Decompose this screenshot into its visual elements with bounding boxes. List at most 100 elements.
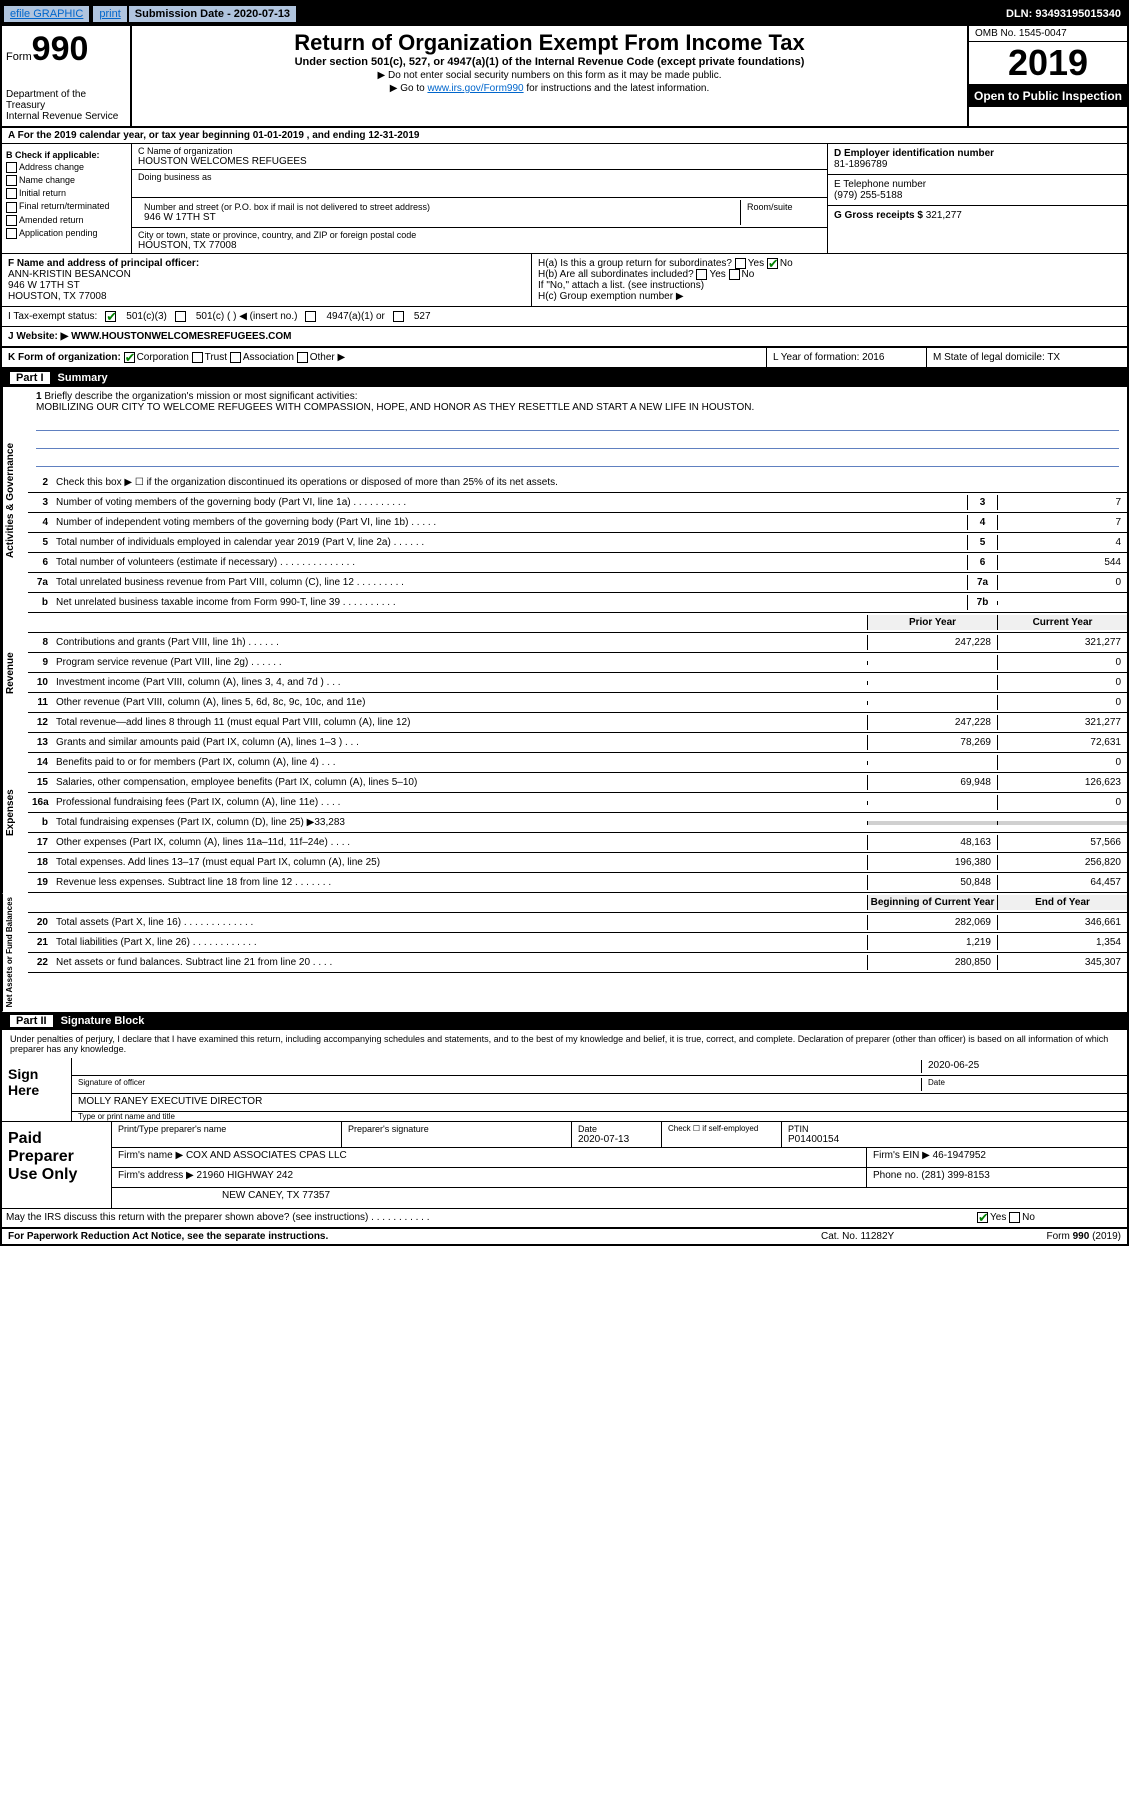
cb-name-change[interactable]: Name change [19,175,75,185]
prior-hdr: Prior Year [867,615,997,630]
open-public: Open to Public Inspection [969,85,1127,107]
cb-initial[interactable]: Initial return [19,188,66,198]
line-9: 9Program service revenue (Part VIII, lin… [28,653,1127,673]
form-container: efile GRAPHIC print Submission Date - 20… [0,0,1129,1246]
hb-no[interactable]: No [742,269,755,280]
line-13: 13Grants and similar amounts paid (Part … [28,733,1127,753]
ts-501c[interactable]: 501(c) ( ) ◀ (insert no.) [196,311,298,322]
room-label: Room/suite [747,202,815,212]
k-assoc[interactable]: Association [243,352,294,363]
type-label: Type or print name and title [72,1112,1127,1121]
firm-name: COX AND ASSOCIATES CPAS LLC [186,1150,347,1161]
city-label: City or town, state or province, country… [138,230,821,240]
cb-addr-change[interactable]: Address change [19,162,84,172]
cb-pending[interactable]: Application pending [19,228,98,238]
sig-officer-label: Signature of officer [78,1078,921,1091]
sig-name-title: MOLLY RANEY EXECUTIVE DIRECTOR [78,1096,1121,1109]
part2-header: Part II Signature Block [2,1012,1127,1030]
line-15: 15Salaries, other compensation, employee… [28,773,1127,793]
submission-date: Submission Date - 2020-07-13 [129,6,296,22]
line-20: 20Total assets (Part X, line 16) . . . .… [28,913,1127,933]
gross-label: G Gross receipts $ [834,210,923,221]
efile-link[interactable]: efile GRAPHIC [4,6,89,22]
end-hdr: End of Year [997,895,1127,910]
hb-label: H(b) Are all subordinates included? [538,269,694,280]
prep-check[interactable]: Check ☐ if self-employed [662,1122,782,1147]
form-org-row: K Form of organization: Corporation Trus… [2,348,1127,369]
right-col: D Employer identification number 81-1896… [827,144,1127,253]
line-6: 6Total number of volunteers (estimate if… [28,553,1127,573]
line-2: 2Check this box ▶ ☐ if the organization … [28,473,1127,493]
line-5: 5Total number of individuals employed in… [28,533,1127,553]
part1-num: Part I [10,372,50,384]
ptin: P01400154 [788,1134,1121,1145]
current-hdr: Current Year [997,615,1127,630]
k-corp[interactable]: Corporation [137,352,189,363]
sign-here-row: Sign Here 2020-06-25 Signature of office… [2,1058,1127,1122]
ts-501c3[interactable]: 501(c)(3) [126,311,167,322]
k-other[interactable]: Other ▶ [310,352,345,363]
addr-value: 946 W 17TH ST [144,212,734,223]
firm-ein: 46-1947952 [933,1150,986,1161]
prep-phone: (281) 399-8153 [921,1170,989,1181]
form-number: 990 [32,30,89,68]
inst-1: ▶ Do not enter social security numbers o… [140,70,959,81]
summary-gov: Activities & Governance 1 Briefly descri… [2,387,1127,613]
line-19: 19Revenue less expenses. Subtract line 1… [28,873,1127,893]
k-label: K Form of organization: [8,352,121,363]
cb-final[interactable]: Final return/terminated [19,201,110,211]
k-trust[interactable]: Trust [205,352,227,363]
summary-exp: Expenses 13Grants and similar amounts pa… [2,733,1127,893]
dba-label: Doing business as [138,172,821,182]
line-12: 12Total revenue—add lines 8 through 11 (… [28,713,1127,733]
website-label: J Website: ▶ [8,331,68,342]
header: Form990 Department of the Treasury Inter… [2,26,1127,128]
line-16a: 16aProfessional fundraising fees (Part I… [28,793,1127,813]
form-number-box: Form990 Department of the Treasury Inter… [2,26,132,126]
omb: OMB No. 1545-0047 [969,26,1127,42]
org-name: HOUSTON WELCOMES REFUGEES [138,156,821,167]
title-box: Return of Organization Exempt From Incom… [132,26,967,126]
addr-label: Number and street (or P.O. box if mail i… [144,202,734,212]
dept-label: Department of the Treasury Internal Reve… [6,89,126,122]
print-link[interactable]: print [93,6,126,22]
website-value: WWW.HOUSTONWELCOMESREFUGEES.COM [71,331,291,342]
penalty-text: Under penalties of perjury, I declare th… [2,1030,1127,1058]
footer-left: For Paperwork Reduction Act Notice, see … [8,1231,821,1242]
line-7a: 7aTotal unrelated business revenue from … [28,573,1127,593]
ts-527[interactable]: 527 [414,311,431,322]
vtab-net: Net Assets or Fund Balances [2,893,28,1011]
section-b-label: B Check if applicable: [6,150,127,160]
part2-num: Part II [10,1015,53,1027]
preparer-row: Paid Preparer Use Only Print/Type prepar… [2,1122,1127,1208]
firm-addr1: 21960 HIGHWAY 242 [197,1170,294,1181]
line-b: bNet unrelated business taxable income f… [28,593,1127,613]
topbar: efile GRAPHIC print Submission Date - 20… [2,2,1127,26]
m-state: M State of legal domicile: TX [927,348,1127,367]
officer-addr1: 946 W 17TH ST [8,280,525,291]
section-c: C Name of organization HOUSTON WELCOMES … [132,144,827,253]
discuss-no[interactable]: No [1022,1212,1035,1223]
part1-title: Summary [58,372,108,384]
ein-label: D Employer identification number [834,148,1121,159]
ha-no[interactable]: No [780,258,793,269]
footer: For Paperwork Reduction Act Notice, see … [2,1228,1127,1244]
section-b: B Check if applicable: Address change Na… [2,144,132,253]
summary-rev: Revenue Prior YearCurrent Year 8Contribu… [2,613,1127,733]
irs-link[interactable]: www.irs.gov/Form990 [427,83,523,94]
tax-status-label: I Tax-exempt status: [8,311,97,322]
hb-yes[interactable]: Yes [709,269,725,280]
line-3: 3Number of voting members of the governi… [28,493,1127,513]
ha-yes[interactable]: Yes [748,258,764,269]
ts-4947[interactable]: 4947(a)(1) or [326,311,384,322]
main-title: Return of Organization Exempt From Incom… [140,30,959,56]
firm-ein-label: Firm's EIN ▶ [873,1150,930,1161]
footer-right: Form 990 (2019) [971,1231,1121,1242]
inst2-post: for instructions and the latest informat… [524,83,710,94]
discuss-text: May the IRS discuss this return with the… [2,1210,977,1225]
discuss-yes[interactable]: Yes [990,1212,1006,1223]
cb-amended[interactable]: Amended return [19,215,84,225]
phone-label: E Telephone number [834,179,1121,190]
inst2-pre: ▶ Go to [390,83,428,94]
phone-value: (979) 255-5188 [834,190,1121,201]
